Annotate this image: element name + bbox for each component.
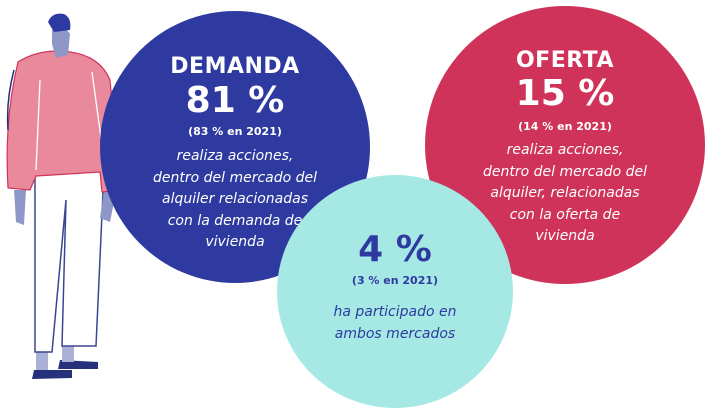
desc-line: realiza acciones, <box>176 148 294 164</box>
demanda-value: 81 % <box>185 80 285 121</box>
desc-line: dentro del mercado del <box>482 163 648 180</box>
desc-line: alquiler relacionadas <box>161 191 309 207</box>
desc-line: dentro del mercado del <box>152 169 318 186</box>
ambos-description: ha participado en ambos mercados <box>277 302 513 345</box>
desc-line: vivienda <box>205 234 265 250</box>
demanda-title: DEMANDA <box>170 54 300 79</box>
ambos-circle: 4 % (3 % en 2021) ha participado en ambo… <box>277 175 513 408</box>
desc-line: alquiler, relacionadas <box>490 185 640 201</box>
desc-line: realiza acciones, <box>506 142 624 158</box>
desc-line: ha participado en <box>333 304 457 320</box>
desc-line: con la oferta de <box>509 206 621 223</box>
standing-person-illustration <box>6 13 121 379</box>
ambos-previous: (3 % en 2021) <box>351 274 439 287</box>
oferta-description: realiza acciones, dentro del mercado del… <box>425 140 705 248</box>
ambos-value: 4 % <box>358 229 432 270</box>
demanda-previous: (83 % en 2021) <box>188 125 282 138</box>
demanda-description: realiza acciones, dentro del mercado del… <box>100 146 370 254</box>
desc-line: con la demanda de <box>167 212 303 229</box>
oferta-value: 15 % <box>515 73 615 114</box>
oferta-previous: (14 % en 2021) <box>518 120 612 133</box>
desc-line: vivienda <box>535 228 595 244</box>
desc-line: ambos mercados <box>334 325 456 342</box>
oferta-title: OFERTA <box>515 48 615 73</box>
